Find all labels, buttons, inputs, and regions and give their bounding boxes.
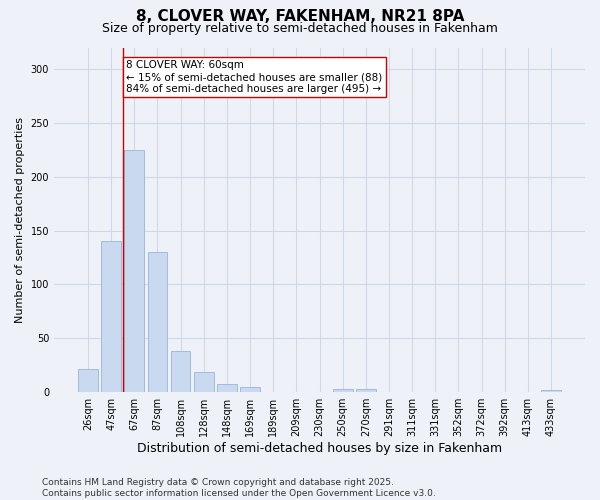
Bar — [124, 150, 144, 392]
Bar — [148, 252, 167, 392]
Bar — [194, 372, 214, 392]
X-axis label: Distribution of semi-detached houses by size in Fakenham: Distribution of semi-detached houses by … — [137, 442, 502, 455]
Y-axis label: Number of semi-detached properties: Number of semi-detached properties — [15, 117, 25, 323]
Bar — [240, 387, 260, 392]
Text: 8 CLOVER WAY: 60sqm
← 15% of semi-detached houses are smaller (88)
84% of semi-d: 8 CLOVER WAY: 60sqm ← 15% of semi-detach… — [126, 60, 382, 94]
Bar — [333, 389, 353, 392]
Bar — [541, 390, 561, 392]
Bar — [217, 384, 237, 392]
Text: 8, CLOVER WAY, FAKENHAM, NR21 8PA: 8, CLOVER WAY, FAKENHAM, NR21 8PA — [136, 9, 464, 24]
Bar — [101, 242, 121, 392]
Bar — [356, 389, 376, 392]
Bar — [78, 368, 98, 392]
Text: Size of property relative to semi-detached houses in Fakenham: Size of property relative to semi-detach… — [102, 22, 498, 35]
Text: Contains HM Land Registry data © Crown copyright and database right 2025.
Contai: Contains HM Land Registry data © Crown c… — [42, 478, 436, 498]
Bar — [171, 352, 190, 392]
